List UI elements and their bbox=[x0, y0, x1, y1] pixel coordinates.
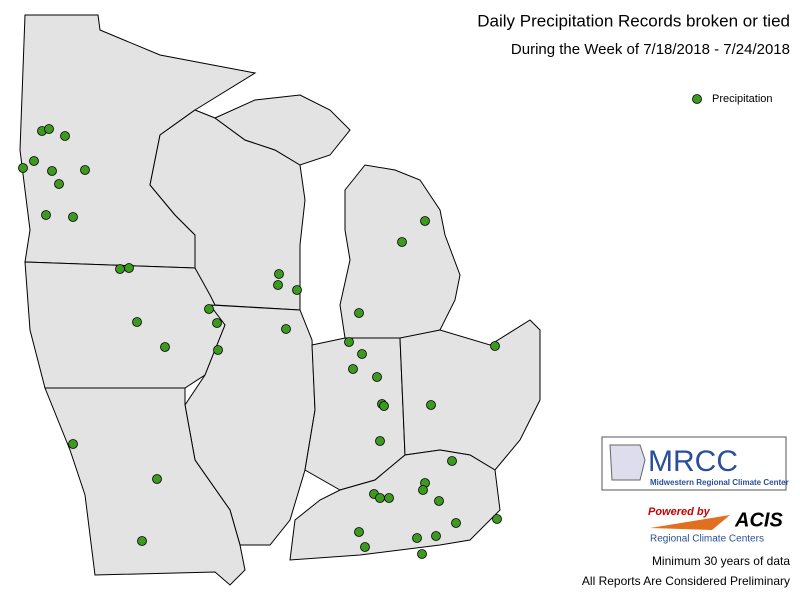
record-dot bbox=[418, 485, 428, 495]
record-dot bbox=[354, 527, 364, 537]
record-dot bbox=[412, 533, 422, 543]
record-dot bbox=[160, 342, 170, 352]
subtitle: During the Week of 7/18/2018 - 7/24/2018 bbox=[511, 41, 790, 58]
record-dot bbox=[115, 264, 125, 274]
acis-swoosh bbox=[650, 515, 730, 530]
record-dot bbox=[212, 318, 222, 328]
legend-label: Precipitation bbox=[712, 93, 773, 105]
record-dot bbox=[274, 269, 284, 279]
record-dot bbox=[18, 163, 28, 173]
record-dot bbox=[213, 345, 223, 355]
record-dot bbox=[451, 518, 461, 528]
record-dot bbox=[124, 263, 134, 273]
footer-note: Minimum 30 years of data bbox=[652, 554, 790, 568]
record-dot bbox=[137, 536, 147, 546]
record-dot bbox=[434, 496, 444, 506]
record-dot bbox=[420, 216, 430, 226]
record-dot bbox=[372, 372, 382, 382]
record-dot bbox=[431, 531, 441, 541]
record-dot bbox=[447, 456, 457, 466]
mrcc-name: Midwestern Regional Climate Center bbox=[650, 478, 789, 487]
acis-logo: Powered by ACIS Regional Climate Centers bbox=[648, 506, 783, 545]
record-dot bbox=[360, 542, 370, 552]
record-dot bbox=[397, 237, 407, 247]
acis-text: ACIS bbox=[734, 509, 783, 531]
record-dot bbox=[417, 549, 427, 559]
record-dot bbox=[426, 400, 436, 410]
record-dot bbox=[492, 514, 502, 524]
upper-michigan bbox=[214, 94, 351, 166]
record-dot bbox=[354, 308, 364, 318]
record-dot bbox=[273, 280, 283, 290]
states bbox=[19, 14, 541, 586]
record-dot bbox=[41, 210, 51, 220]
record-dot bbox=[375, 436, 385, 446]
record-dot bbox=[80, 165, 90, 175]
record-dot bbox=[54, 179, 64, 189]
record-dot bbox=[379, 401, 389, 411]
lower-michigan bbox=[339, 164, 461, 339]
kentucky bbox=[289, 449, 501, 561]
record-dot bbox=[47, 166, 57, 176]
legend-marker bbox=[692, 94, 702, 104]
record-dot bbox=[60, 131, 70, 141]
missouri bbox=[44, 387, 246, 586]
acis-name: Regional Climate Centers bbox=[650, 534, 764, 545]
mrcc-map-icon bbox=[609, 444, 646, 481]
record-dot bbox=[204, 304, 214, 314]
record-dot bbox=[375, 493, 385, 503]
record-dot bbox=[384, 493, 394, 503]
record-dots bbox=[18, 124, 502, 559]
mrcc-logo: MRCC Midwestern Regional Climate Center bbox=[601, 436, 789, 491]
mrcc-text: MRCC bbox=[648, 445, 738, 478]
record-dot bbox=[348, 364, 358, 374]
record-dot bbox=[152, 474, 162, 484]
record-dot bbox=[490, 341, 500, 351]
record-dot bbox=[29, 156, 39, 166]
record-dot bbox=[132, 317, 142, 327]
record-dot bbox=[44, 124, 54, 134]
record-dot bbox=[68, 439, 78, 449]
record-dot bbox=[68, 212, 78, 222]
powered-by: Powered by bbox=[648, 506, 711, 518]
record-dot bbox=[357, 349, 367, 359]
footer-disclaimer: All Reports Are Considered Preliminary bbox=[582, 574, 790, 588]
record-dot bbox=[292, 285, 302, 295]
title: Daily Precipitation Records broken or ti… bbox=[477, 11, 790, 30]
record-dot bbox=[344, 337, 354, 347]
iowa bbox=[24, 261, 226, 389]
record-dot bbox=[281, 324, 291, 334]
